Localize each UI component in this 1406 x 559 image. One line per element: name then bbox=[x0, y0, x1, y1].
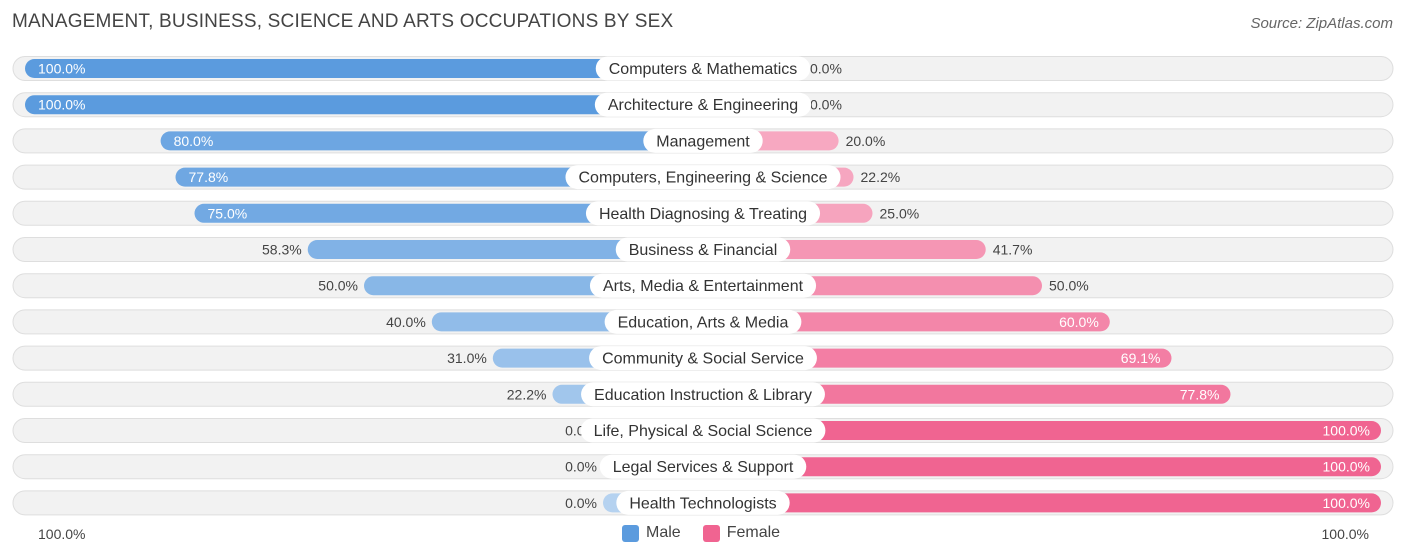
female-value-label: 100.0% bbox=[1323, 459, 1370, 475]
category-pill bbox=[604, 309, 802, 334]
male-bar bbox=[307, 240, 703, 259]
category-label: Life, Physical & Social Science bbox=[594, 423, 813, 440]
female-value-label: 60.0% bbox=[1059, 314, 1099, 330]
category-label: Management bbox=[656, 133, 750, 150]
male-value-label: 31.0% bbox=[447, 350, 487, 366]
male-bar bbox=[194, 203, 703, 223]
category-pill bbox=[585, 201, 821, 226]
category-pill bbox=[615, 237, 791, 262]
category-label: Community & Social Service bbox=[602, 351, 804, 368]
category-pill bbox=[594, 92, 812, 117]
male-value-label: 77.8% bbox=[189, 169, 229, 185]
male-value-label: 100.0% bbox=[38, 61, 85, 77]
category-label: Health Diagnosing & Treating bbox=[599, 206, 807, 223]
category-pill bbox=[580, 418, 826, 443]
category-pill bbox=[565, 165, 841, 190]
axis-right-label: 100.0% bbox=[1321, 526, 1369, 542]
category-label: Computers & Mathematics bbox=[609, 61, 798, 78]
legend-label-male: Male bbox=[646, 524, 681, 541]
female-value-label: 100.0% bbox=[1323, 495, 1370, 511]
chart-title: MANAGEMENT, BUSINESS, SCIENCE AND ARTS O… bbox=[12, 11, 674, 32]
male-bar bbox=[25, 95, 703, 115]
category-label: Arts, Media & Entertainment bbox=[603, 278, 804, 295]
male-value-label: 0.0% bbox=[565, 459, 597, 475]
category-pill bbox=[599, 454, 807, 479]
male-value-label: 58.3% bbox=[262, 242, 302, 258]
female-value-label: 100.0% bbox=[1323, 423, 1370, 439]
female-value-label: 0.0% bbox=[810, 97, 842, 113]
male-bar bbox=[160, 131, 704, 151]
chart-source: Source: ZipAtlas.com bbox=[1250, 15, 1393, 32]
male-value-label: 22.2% bbox=[507, 386, 547, 402]
female-value-label: 50.0% bbox=[1049, 278, 1089, 294]
female-value-label: 22.2% bbox=[861, 169, 901, 185]
female-value-label: 20.0% bbox=[846, 133, 886, 149]
category-pill bbox=[595, 56, 811, 81]
male-value-label: 75.0% bbox=[208, 205, 248, 221]
legend-item-male: Male bbox=[622, 524, 681, 542]
female-bar bbox=[703, 348, 1172, 368]
legend-swatch-male bbox=[622, 524, 639, 542]
category-label: Architecture & Engineering bbox=[608, 97, 798, 114]
male-bar bbox=[25, 59, 703, 78]
male-value-label: 80.0% bbox=[174, 133, 214, 149]
category-pill bbox=[616, 490, 790, 515]
legend-label-female: Female bbox=[726, 524, 781, 541]
male-value-label: 100.0% bbox=[38, 97, 85, 113]
category-label: Business & Financial bbox=[629, 242, 778, 259]
male-value-label: 40.0% bbox=[386, 314, 426, 330]
female-value-label: 0.0% bbox=[810, 61, 842, 77]
category-label: Legal Services & Support bbox=[613, 459, 794, 476]
female-value-label: 25.0% bbox=[880, 205, 920, 221]
category-label: Health Technologists bbox=[629, 495, 776, 512]
female-bar bbox=[703, 312, 1110, 332]
female-bar bbox=[703, 493, 1381, 513]
category-label: Education Instruction & Library bbox=[594, 387, 812, 404]
category-pill bbox=[581, 382, 825, 407]
female-value-label: 77.8% bbox=[1180, 386, 1220, 402]
male-value-label: 0.0% bbox=[565, 495, 597, 511]
category-pill bbox=[589, 346, 817, 371]
legend-swatch-female bbox=[702, 524, 720, 542]
category-pill bbox=[589, 273, 817, 298]
female-bar bbox=[703, 457, 1381, 477]
legend: Male Female bbox=[622, 524, 802, 542]
axis-left-label: 100.0% bbox=[38, 526, 86, 542]
female-value-label: 41.7% bbox=[993, 242, 1033, 258]
legend-item-female: Female bbox=[702, 524, 781, 542]
category-label: Education, Arts & Media bbox=[618, 314, 789, 331]
category-label: Computers, Engineering & Science bbox=[578, 170, 827, 187]
male-value-label: 50.0% bbox=[318, 278, 358, 294]
female-bar bbox=[703, 421, 1381, 440]
category-pill bbox=[643, 128, 763, 153]
female-value-label: 69.1% bbox=[1121, 350, 1161, 366]
female-bar bbox=[703, 384, 1231, 404]
